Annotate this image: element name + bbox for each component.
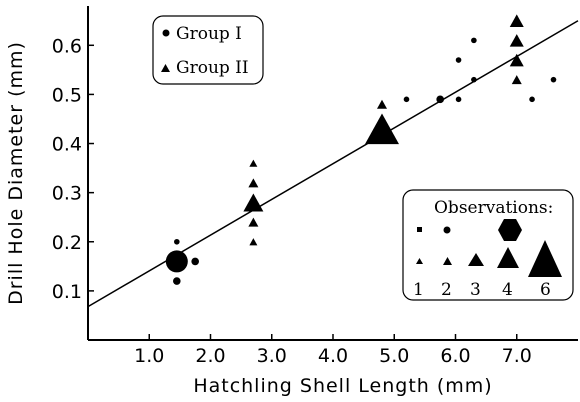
x-tick-label: 6.0 [440,345,470,367]
group-ii-point [249,159,258,167]
obs-count-6: 6 [540,280,551,300]
legend-triangle-marker [161,64,170,72]
group-i-point [455,57,462,63]
group-i-point [174,238,180,245]
y-tick-label: 0.3 [52,183,82,205]
legend-circle-marker [162,29,170,37]
group-ii-point [511,75,522,85]
obs-count-3: 3 [470,280,481,300]
x-tick-label: 4.0 [318,345,348,367]
obs-triangle-2-marker [443,257,452,265]
observations-legend-title: Observations: [434,198,553,218]
y-tick-label: 0.4 [52,134,82,156]
group-legend: Group I Group II [152,15,264,85]
group-ii-point [377,99,387,109]
group-ii-point [248,217,259,227]
group-i-point [471,76,477,83]
group-i-point [173,277,181,285]
group-ii-point [509,14,524,28]
x-axis-title: Hatchling Shell Length (mm) [193,375,492,397]
obs-count-4: 4 [502,280,513,300]
y-tick-label: 0.1 [52,281,82,303]
group-ii-point [365,113,399,145]
data-points [165,14,557,285]
x-tick-label: 3.0 [257,345,287,367]
obs-triangle-3-marker [468,253,484,266]
group-ii-point [248,178,259,188]
x-tick-label: 1.0 [134,345,164,367]
group-ii-point [243,193,264,212]
y-axis-title: Drill Hole Diameter (mm) [5,41,27,305]
group-i-point [165,250,188,273]
observations-legend: Observations: 1 2 3 4 6 [402,189,574,301]
group-i-point [550,76,557,83]
obs-triangle-4-marker [497,247,519,268]
group-i-point [403,96,410,103]
y-tick-label: 0.6 [52,35,82,57]
group-ii-point [509,53,524,67]
group-i-point [191,257,199,266]
legend-group-i-label: Group I [176,24,242,44]
obs-triangle-6-marker [528,240,562,277]
x-tick-label: 5.0 [379,345,409,367]
group-ii-point [509,34,524,47]
obs-count-1: 1 [413,280,424,300]
group-i-point [471,37,477,44]
x-tick-label: 7.0 [502,345,532,367]
obs-count-2: 2 [441,280,452,300]
obs-circle-2-marker [443,226,451,234]
x-tick-label: 2.0 [195,345,225,367]
y-tick-label: 0.2 [52,232,82,254]
group-i-point [529,96,535,103]
obs-circle-4-marker [498,219,522,241]
group-i-point [455,96,462,103]
y-tick-label: 0.5 [52,84,82,106]
obs-circle-1-marker [417,227,422,232]
group-legend-box [152,15,264,85]
group-ii-point [249,238,258,246]
obs-triangle-1-marker [416,258,423,264]
ticks: 1.0 2.0 3.0 4.0 5.0 6.0 7.0 0.1 0.2 0.3 0.4 0.5 0.6 [52,35,532,367]
legend-group-ii-label: Group II [176,58,249,78]
group-i-point [436,95,444,104]
